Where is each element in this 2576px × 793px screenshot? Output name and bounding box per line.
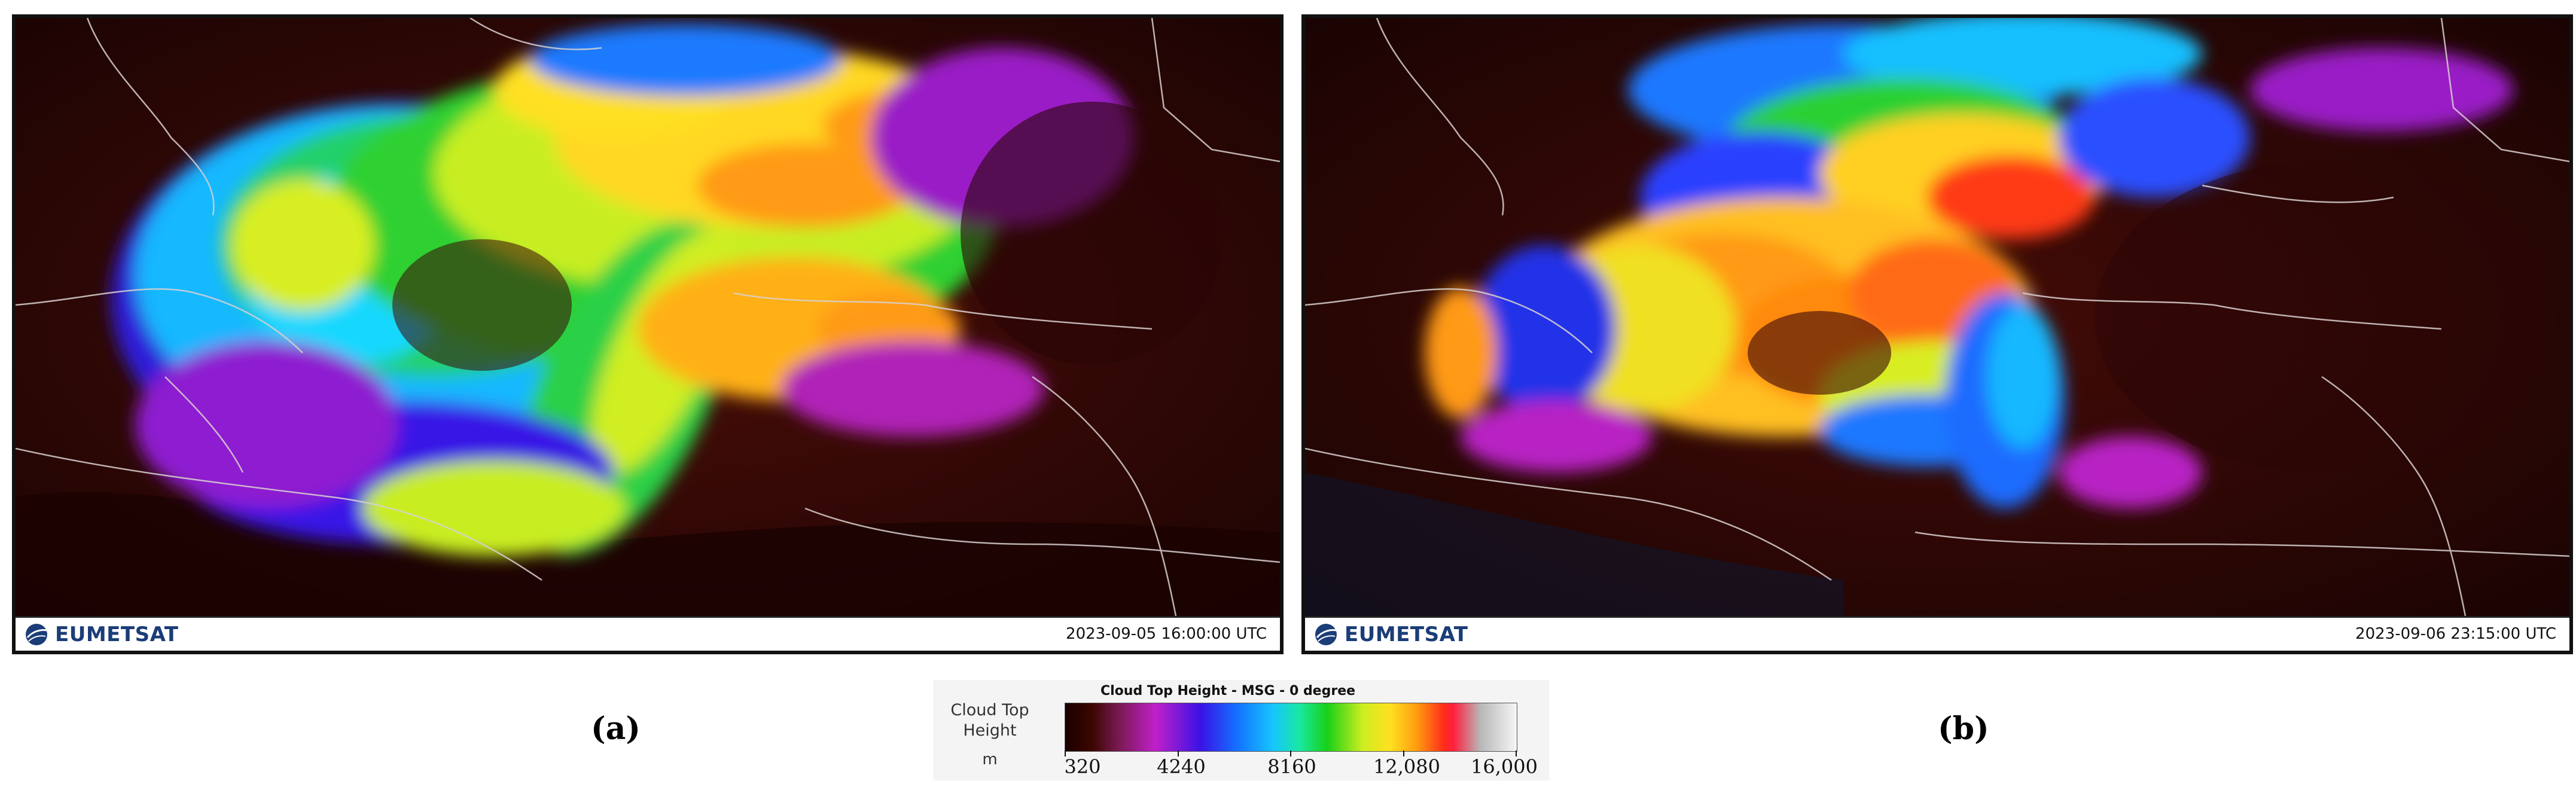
timestamp-b: 2023-09-06 23:15:00 UTC (2355, 625, 2556, 643)
legend-quantity-line1: Cloud Top (950, 701, 1029, 719)
panel-label-b: (b) (1938, 710, 1989, 747)
satellite-panel-b: EUMETSAT 2023-09-06 23:15:00 UTC (1301, 14, 2573, 654)
colorbar-tick-label: 8160 (1267, 755, 1316, 778)
colorbar-tick (1065, 751, 1066, 757)
colorbar-tick (1178, 751, 1179, 757)
eumetsat-logo-b: EUMETSAT (1313, 621, 1468, 648)
cloud-field-b (1425, 18, 2513, 508)
satellite-panel-a: EUMETSAT 2023-09-05 16:00:00 UTC (12, 14, 1284, 654)
eumetsat-globe-icon (26, 624, 47, 645)
colorbar-tick-label: 320 (1064, 755, 1101, 778)
panel-footer-b: EUMETSAT 2023-09-06 23:15:00 UTC (1305, 616, 2569, 651)
color-legend: Cloud Top Height - MSG - 0 degree Cloud … (933, 680, 1549, 780)
coastlines-a (16, 18, 1280, 616)
eumetsat-logo-a: EUMETSAT (24, 621, 178, 648)
colorbar-tick (1403, 751, 1404, 757)
legend-quantity: Cloud Top Height (945, 700, 1035, 741)
colorbar-tick (1290, 751, 1291, 757)
logo-wordmark: EUMETSAT (55, 623, 179, 646)
colorbar-tick-label: 12,080 (1373, 755, 1440, 778)
colorbar-tick (1516, 751, 1517, 757)
cloud-top-height-map-b (1305, 18, 2569, 616)
colorbar-tick-label: 4240 (1157, 755, 1206, 778)
legend-quantity-line2: Height (963, 721, 1017, 740)
panel-label-a: (a) (591, 710, 641, 747)
legend-title: Cloud Top Height - MSG - 0 degree (1100, 684, 1356, 699)
panel-footer-a: EUMETSAT 2023-09-05 16:00:00 UTC (16, 616, 1280, 651)
coastlines-b (1305, 18, 2569, 616)
cloud-field-a (111, 24, 1134, 556)
eumetsat-globe-icon (1315, 624, 1337, 645)
colorbar-tick-label: 16,000 (1471, 755, 1538, 778)
timestamp-a: 2023-09-05 16:00:00 UTC (1066, 625, 1267, 643)
colorbar (1065, 703, 1517, 752)
logo-wordmark: EUMETSAT (1345, 623, 1468, 646)
legend-unit: m (982, 751, 998, 768)
cloud-top-height-map-a (16, 18, 1280, 616)
